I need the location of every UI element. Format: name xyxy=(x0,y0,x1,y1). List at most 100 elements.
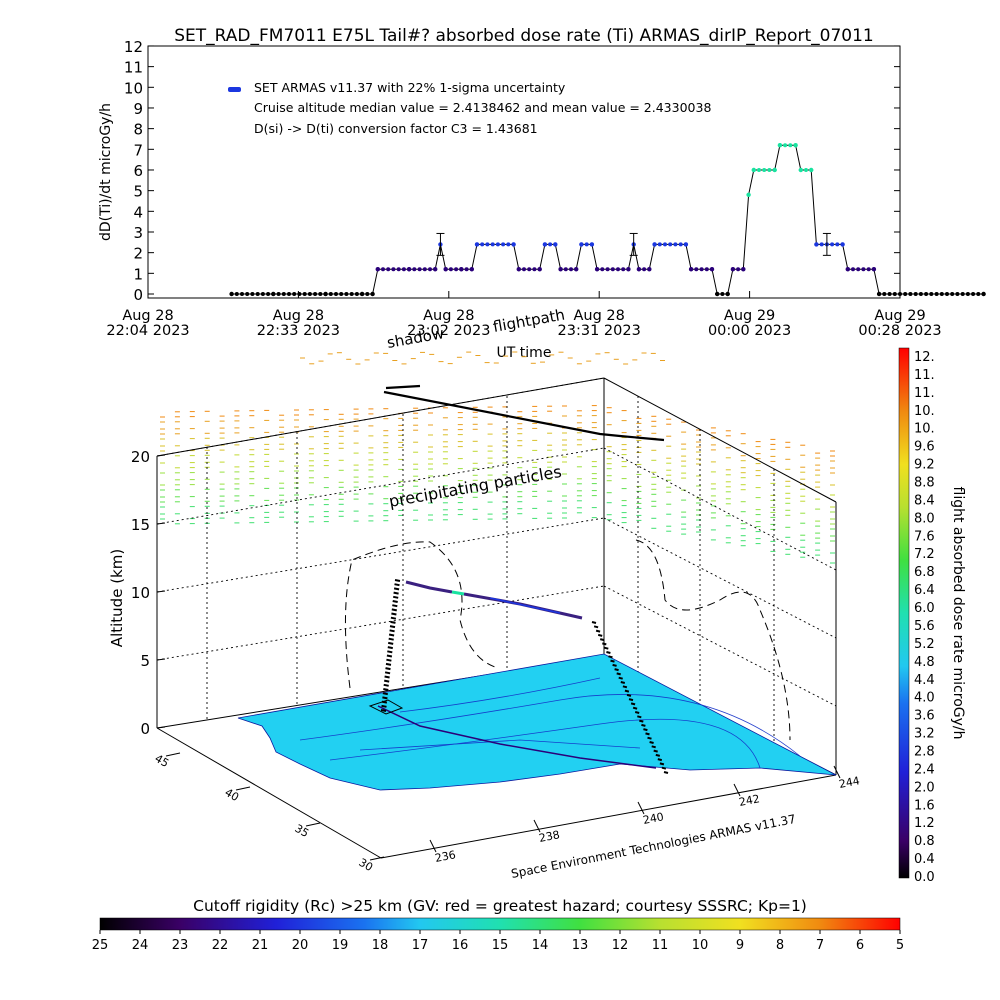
profile-mark xyxy=(392,604,398,608)
data-point xyxy=(971,292,976,296)
bottom-colorbar-tick-label: 5 xyxy=(896,938,904,953)
altitude-tick xyxy=(156,590,166,593)
data-point xyxy=(876,291,882,297)
right-colorbar-tick-label: 12. xyxy=(914,350,935,365)
right-colorbar-tick-label: 2.4 xyxy=(914,762,935,777)
bottom-colorbar-tick-label: 12 xyxy=(612,938,629,953)
bottom-colorbar-tick-label: 6 xyxy=(856,938,864,953)
data-point xyxy=(396,267,401,272)
flightpath-cruise-east xyxy=(463,592,583,620)
series-line xyxy=(231,144,984,295)
data-point xyxy=(464,267,469,272)
data-point xyxy=(522,267,526,272)
data-point xyxy=(443,267,448,272)
data-point xyxy=(851,267,855,272)
profile-mark xyxy=(595,629,601,633)
data-point xyxy=(506,242,511,247)
altitude-tick-label: 20 xyxy=(131,448,150,466)
data-point xyxy=(621,267,626,272)
profile-mark xyxy=(618,676,623,680)
top-x-tick-time: 00:00 2023 xyxy=(708,323,791,339)
altitude-axis-label: Altitude (km) xyxy=(108,549,126,647)
data-point xyxy=(391,267,396,272)
data-point xyxy=(892,292,897,296)
top-x-axis-label: UT time xyxy=(497,345,552,361)
right-colorbar-gradient xyxy=(898,347,910,879)
altitude-ticks: 0 5 10 15 20 xyxy=(131,448,166,738)
bottom-colorbar-tick-label: 15 xyxy=(492,938,509,953)
longitude-tick-label: 238 xyxy=(538,828,561,845)
data-point xyxy=(569,267,573,272)
data-point xyxy=(276,292,281,296)
bottom-colorbar-label: Cutoff rigidity (Rc) >25 km (GV: red = g… xyxy=(193,897,807,915)
bottom-colorbar: Cutoff rigidity (Rc) >25 km (GV: red = g… xyxy=(92,897,904,953)
data-point xyxy=(474,242,480,247)
altitude-tick-label: 10 xyxy=(131,584,150,602)
right-colorbar-label: flight absorbed dose rate microGy/h xyxy=(950,487,966,740)
data-point xyxy=(945,292,949,296)
profile-mark xyxy=(390,620,396,624)
profile-mark xyxy=(637,715,642,719)
data-point xyxy=(783,143,788,148)
bottom-colorbar-tick-label: 23 xyxy=(172,938,189,953)
profile-mark xyxy=(384,675,390,679)
bottom-colorbar-tick-label: 11 xyxy=(652,938,669,953)
profile-mark xyxy=(610,659,615,663)
label-shadow: shadow xyxy=(386,324,446,352)
data-point xyxy=(757,168,761,172)
profile-mark xyxy=(388,641,394,645)
altitude-projection-curves xyxy=(344,539,791,741)
longitude-tick-label: 236 xyxy=(434,848,457,865)
data-point xyxy=(339,292,344,296)
profile-mark xyxy=(602,642,607,646)
right-colorbar-tick-label: 11. xyxy=(914,368,935,383)
longitude-tick xyxy=(833,765,841,779)
altitude-tick xyxy=(156,454,166,457)
data-point xyxy=(788,143,793,148)
longitude-tick xyxy=(429,839,437,853)
data-point xyxy=(229,291,234,297)
longitude-tick-label: 242 xyxy=(738,792,761,809)
profile-mark xyxy=(385,667,391,671)
ground-track xyxy=(377,705,657,769)
data-point xyxy=(777,143,783,148)
longitude-ticks: 236 238 240 242 244 xyxy=(429,765,861,865)
data-point xyxy=(574,267,579,272)
bottom-colorbar-tick-label: 7 xyxy=(816,938,824,953)
bottom-colorbar-tick-label: 9 xyxy=(736,938,744,953)
profile-mark xyxy=(653,749,658,753)
profile-mark xyxy=(388,637,394,641)
right-colorbar-tick-label: 5.6 xyxy=(914,619,935,634)
data-point xyxy=(240,292,244,296)
longitude-tick-label: 244 xyxy=(838,774,861,791)
data-point xyxy=(412,267,417,272)
latitude-tick xyxy=(235,786,251,791)
bottom-colorbar-gradient xyxy=(99,917,901,931)
data-point xyxy=(313,292,318,296)
data-point xyxy=(736,267,741,272)
profile-mark xyxy=(388,633,395,637)
data-point xyxy=(349,292,354,296)
top-x-tick-date: Aug 28 xyxy=(574,308,625,324)
climb-descent-profiles xyxy=(380,579,669,774)
profile-mark xyxy=(643,728,648,732)
data-point xyxy=(751,167,756,173)
profile-mark xyxy=(393,595,399,599)
bottom-colorbar-tick-label: 24 xyxy=(132,938,149,953)
right-colorbar-tick-label: 8.4 xyxy=(914,493,935,508)
profile-mark xyxy=(386,658,392,662)
profile-mark xyxy=(645,732,650,736)
top-x-tick-date: Aug 29 xyxy=(724,308,775,324)
data-point xyxy=(370,291,375,297)
profile-mark xyxy=(380,709,387,712)
latitude-tick-label: 45 xyxy=(152,752,171,770)
data-point xyxy=(903,292,908,296)
top-x-tick-time: 22:04 2023 xyxy=(106,323,189,339)
data-point xyxy=(354,292,359,296)
top-x-tick-time: 23:02 2023 xyxy=(407,323,490,339)
data-point xyxy=(558,267,563,272)
top-y-tick-label: 11 xyxy=(124,59,143,77)
top-x-tick-time: 23:31 2023 xyxy=(558,323,641,339)
data-point xyxy=(861,267,866,272)
